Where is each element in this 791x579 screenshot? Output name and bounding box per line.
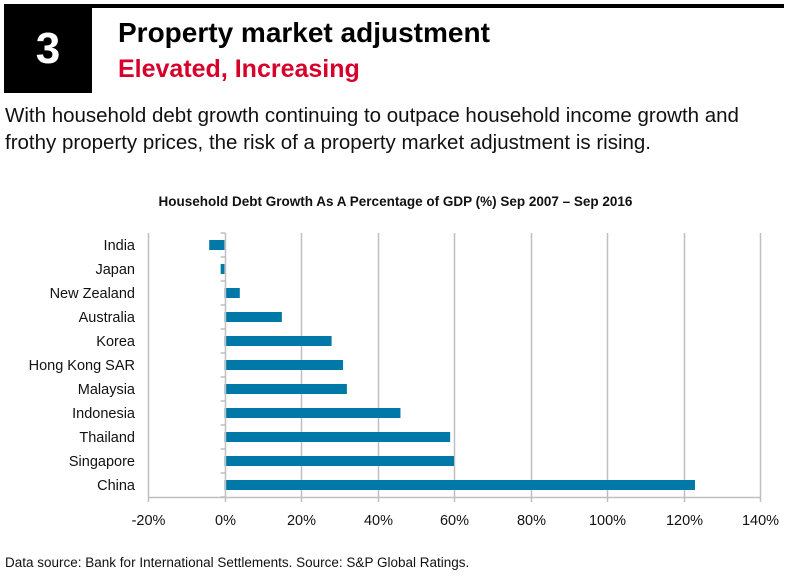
x-tick-label: 0% (215, 513, 236, 529)
category-label: Singapore (69, 454, 135, 470)
x-tick-label: 60% (440, 513, 469, 529)
bar-hong-kong-sar (224, 360, 344, 370)
category-label: Indonesia (72, 406, 136, 422)
category-label: Australia (79, 310, 136, 326)
header-rule (92, 4, 784, 8)
x-tick-label: 100% (589, 513, 626, 529)
risk-level-subtitle: Elevated, Increasing (118, 55, 360, 83)
x-tick-label: 20% (287, 513, 316, 529)
x-tick-label: 120% (666, 513, 703, 529)
bar-singapore (224, 456, 454, 466)
category-label: Japan (95, 262, 135, 278)
axes (148, 232, 760, 499)
source-note: Data source: Bank for International Sett… (5, 555, 470, 570)
x-tick-labels: -20% 0% 20% 40% 60% 80% 100% 120% 140% (132, 513, 780, 529)
bar-australia (224, 312, 282, 322)
section-number: 3 (35, 23, 61, 73)
category-labels: India Japan New Zealand Australia Korea Hong … (29, 238, 136, 494)
category-label: Korea (96, 334, 136, 350)
x-tick-label: 80% (517, 513, 546, 529)
intro-paragraph: With household debt growth continuing to… (5, 104, 739, 154)
page-title: Property market adjustment (118, 17, 490, 48)
bar-thailand (224, 432, 451, 442)
x-tick-label: 140% (742, 513, 779, 529)
bar-korea (224, 336, 332, 346)
category-label: Hong Kong SAR (29, 358, 135, 374)
x-tick-label: 40% (364, 513, 393, 529)
category-label: India (104, 238, 136, 254)
bars (209, 240, 695, 490)
bar-new-zealand (224, 288, 240, 298)
bar-japan (220, 264, 225, 274)
x-tick-label: -20% (132, 513, 166, 529)
category-label: China (97, 478, 136, 494)
bar-indonesia (224, 408, 401, 418)
chart-title: Household Debt Growth As A Percentage of… (158, 194, 633, 209)
category-label: Malaysia (78, 382, 136, 398)
bar-china (224, 480, 695, 490)
bar-india (209, 240, 225, 250)
bar-malaysia (224, 384, 347, 394)
category-label: Thailand (79, 430, 135, 446)
section-number-badge: 3 (4, 4, 92, 93)
category-label: New Zealand (50, 286, 135, 302)
